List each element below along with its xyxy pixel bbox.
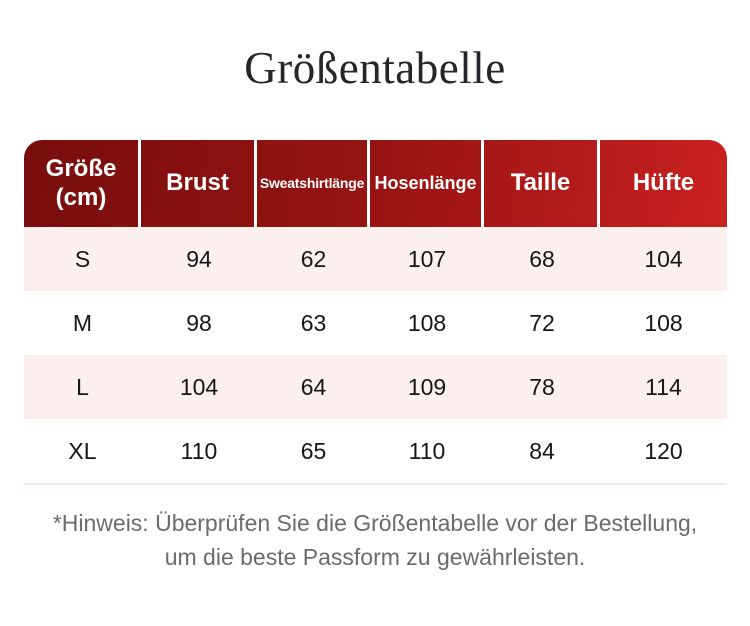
value-cell-hosenlaenge: 109 [407, 373, 447, 400]
header-cell-brust: Brust [141, 140, 257, 227]
header-cell-taille: Taille [484, 140, 600, 227]
header-cell-hosenlaenge: Hosenlänge [370, 140, 484, 227]
value-cell-hosenlaenge: 107 [407, 245, 447, 272]
value-cell-huefte: 120 [644, 437, 683, 464]
value-cell-brust: 110 [180, 437, 218, 464]
value-cell-brust: 94 [186, 245, 212, 272]
value-cell-taille: 78 [529, 373, 555, 400]
table-row-s: S 94 62 107 68 104 [24, 227, 727, 291]
table-row-l: L 104 64 109 78 114 [24, 355, 727, 419]
size-label: S [74, 245, 91, 272]
note-text: *Hinweis: Überprüfen Sie die Größentabel… [0, 506, 750, 574]
note-line-1: *Hinweis: Überprüfen Sie die Größentabel… [52, 510, 698, 536]
value-cell-sweatshirtlaenge: 63 [300, 309, 327, 336]
value-cell-sweatshirtlaenge: 62 [300, 245, 327, 272]
value-cell-huefte: 104 [644, 245, 683, 272]
value-cell-huefte: 108 [644, 309, 683, 336]
page-title: Größentabelle [244, 43, 506, 93]
table-row-xl: XL 110 65 110 84 120 [24, 419, 727, 483]
table-row-m: M 98 63 108 72 108 [24, 291, 727, 355]
size-label: XL [68, 437, 97, 464]
header-cell-huefte: Hüfte [632, 169, 695, 197]
value-cell-brust: 98 [186, 309, 212, 336]
value-cell-taille: 72 [529, 309, 555, 336]
value-cell-sweatshirtlaenge: 65 [300, 437, 327, 464]
value-cell-hosenlaenge: 108 [407, 309, 447, 336]
value-cell-huefte: 114 [645, 373, 682, 400]
value-cell-sweatshirtlaenge: 64 [300, 373, 327, 400]
value-cell-taille: 84 [529, 437, 555, 464]
value-cell-taille: 68 [529, 245, 555, 272]
header-cell-sweatshirtlaenge: Sweatshirtlänge [257, 140, 370, 227]
size-label: L [76, 373, 89, 400]
value-cell-brust: 104 [179, 373, 219, 400]
value-cell-hosenlaenge: 110 [408, 437, 446, 464]
size-table: Größe (cm) Brust Sweatshirtlänge Hosenlä… [24, 140, 727, 485]
note-line-2: um die beste Passform zu gewährleisten. [164, 544, 586, 570]
size-label: M [72, 309, 93, 336]
header-cell-groesse: Größe (cm) [24, 140, 141, 227]
table-header-row: Größe (cm) Brust Sweatshirtlänge Hosenlä… [24, 140, 727, 227]
